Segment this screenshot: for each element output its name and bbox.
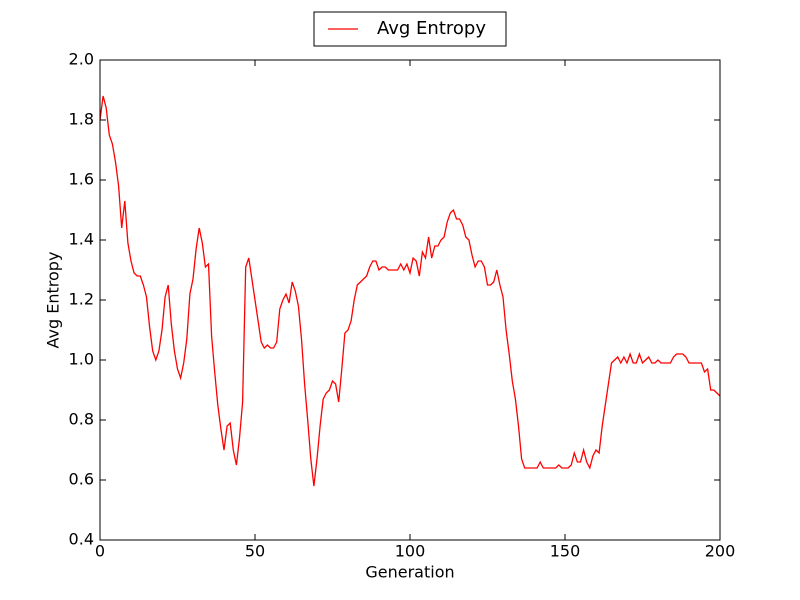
x-tick-label: 0 xyxy=(95,542,105,561)
y-tick-label: 2.0 xyxy=(69,50,94,69)
data-line xyxy=(99,95,721,487)
y-tick-label: 0.8 xyxy=(69,410,94,429)
plot-frame xyxy=(99,59,721,541)
x-tick-label: 200 xyxy=(705,542,736,561)
y-axis-label: Avg Entropy xyxy=(44,252,63,349)
y-tick-label: 1.2 xyxy=(69,290,94,309)
x-tick-label: 100 xyxy=(395,542,426,561)
y-tick-label: 1.0 xyxy=(69,350,94,369)
x-tick-label: 150 xyxy=(550,542,581,561)
legend-label: Avg Entropy xyxy=(377,18,486,39)
y-tick-label: 1.6 xyxy=(69,170,94,189)
y-tick-label: 0.6 xyxy=(69,470,94,489)
y-tick-label: 1.4 xyxy=(69,230,94,249)
y-tick-label: 1.8 xyxy=(69,110,94,129)
y-tick-label: 0.4 xyxy=(69,530,94,549)
x-tick-label: 50 xyxy=(245,542,265,561)
x-axis-label: Generation xyxy=(365,563,454,582)
